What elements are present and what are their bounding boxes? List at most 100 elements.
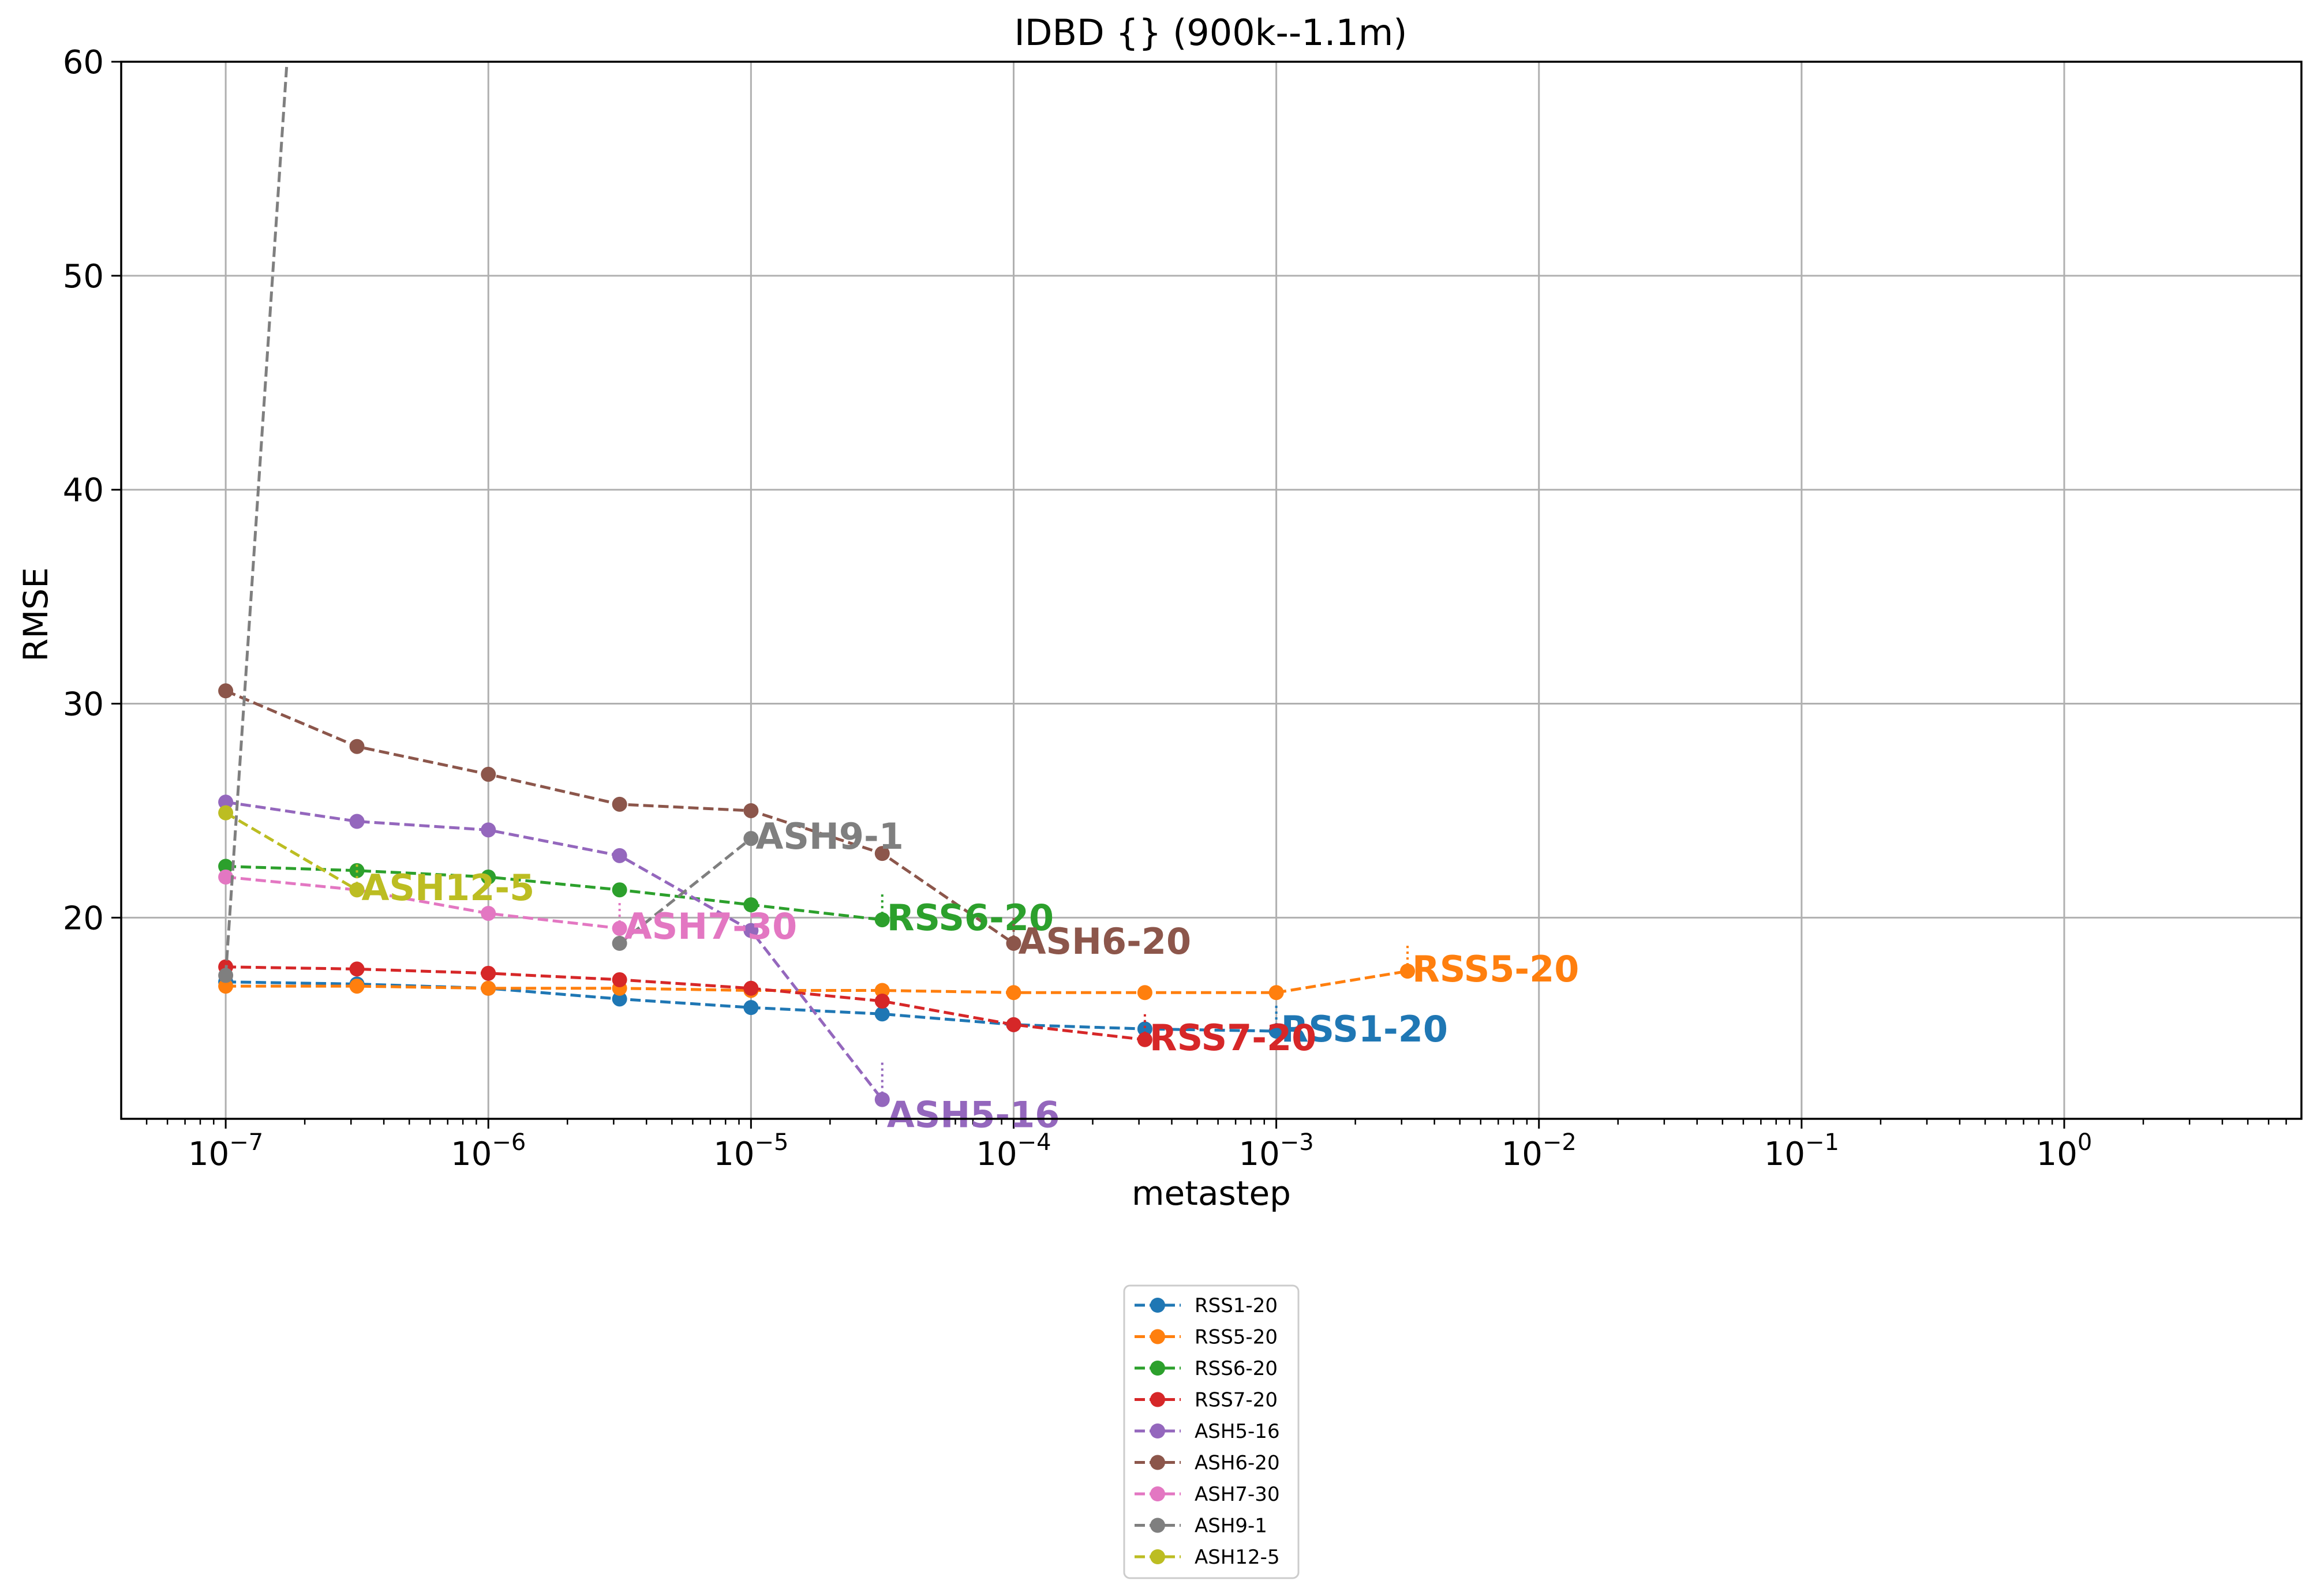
annotation-label: ASH9-1 [755, 815, 904, 857]
legend-swatch-marker [1150, 1423, 1165, 1438]
data-point [349, 979, 365, 994]
grid [121, 61, 2301, 1119]
x-tick-label: 10−6 [451, 1129, 526, 1173]
x-axis-label: metastep [1132, 1174, 1291, 1213]
data-point [481, 766, 496, 782]
data-point [1006, 985, 1021, 1001]
data-point [743, 831, 759, 846]
y-tick-label: 40 [63, 472, 104, 509]
data-point [218, 968, 234, 983]
annotation-label: RSS1-20 [1281, 1008, 1448, 1050]
data-point [743, 897, 759, 913]
y-axis-label: RMSE [16, 567, 55, 662]
legend-swatch-marker [1150, 1549, 1165, 1564]
legend-box [1123, 1284, 1300, 1579]
x-tick-label: 10−5 [713, 1129, 788, 1173]
annotation-label: RSS6-20 [887, 897, 1054, 939]
data-point [743, 980, 759, 996]
series-line [226, 864, 883, 921]
series-ash6-20 [218, 683, 1021, 951]
data-point [218, 979, 234, 994]
data-point [481, 822, 496, 838]
legend-swatch-marker [1150, 1329, 1165, 1344]
series-line [226, 965, 1146, 1041]
legend-label: ASH6-20 [1195, 1452, 1280, 1475]
data-point [874, 1006, 890, 1022]
series-line [619, 837, 752, 945]
data-point [874, 983, 890, 998]
data-point [743, 803, 759, 818]
legend-label: RSS1-20 [1195, 1294, 1278, 1317]
data-point [349, 814, 365, 829]
series-clip-group [218, 62, 1416, 1107]
series-line [226, 969, 1408, 994]
series-rss7-20 [218, 959, 1152, 1047]
data-point [1137, 1021, 1152, 1037]
legend-swatch-marker [1150, 1392, 1165, 1407]
annotations: RSS1-20 RSS5-20 RSS6-20 RSS7-20 ASH5-16 ASH6-… [355, 815, 1579, 1136]
legend-label: ASH9-1 [1195, 1515, 1267, 1538]
legend-swatch-marker [1150, 1486, 1165, 1501]
legend-label: ASH5-16 [1195, 1420, 1280, 1443]
data-point [481, 980, 496, 996]
legend-swatch-marker [1150, 1298, 1165, 1313]
data-point [218, 869, 234, 885]
legend-swatch-marker [1150, 1518, 1165, 1533]
data-point [1006, 1017, 1021, 1032]
legend: RSS1-20 RSS5-20 RSS6-20 RSS7-20 ASH5-16 ASH6-… [1123, 1284, 1300, 1579]
data-point [874, 846, 890, 861]
data-point [218, 859, 234, 874]
annotation-label: RSS5-20 [1412, 948, 1579, 990]
y-tick-label: 20 [63, 900, 104, 937]
legend-label: ASH12-5 [1195, 1546, 1280, 1569]
data-point [1268, 985, 1284, 1001]
y-axis-ticks: 20 30 40 50 60 [63, 44, 121, 937]
x-tick-label: 10−7 [188, 1129, 263, 1173]
annotation-label: ASH7-30 [624, 905, 798, 947]
legend-label: RSS7-20 [1195, 1389, 1278, 1412]
data-point [481, 965, 496, 981]
series-layer [218, 62, 1416, 1107]
data-point [349, 961, 365, 977]
data-point [218, 805, 234, 821]
y-tick-label: 30 [63, 686, 104, 724]
data-point [874, 994, 890, 1009]
data-point [612, 972, 627, 987]
annotation-label: RSS7-20 [1150, 1017, 1316, 1059]
data-point [218, 795, 234, 810]
series-line [225, 875, 620, 930]
legend-label: RSS6-20 [1195, 1357, 1278, 1380]
series-line [224, 62, 289, 976]
series-ash5-16 [218, 795, 890, 1107]
annotation-label: ASH6-20 [1018, 920, 1191, 962]
x-tick-label: 10−4 [976, 1129, 1051, 1173]
data-point [612, 991, 627, 1007]
plot-frame [120, 61, 2303, 1120]
annotation-label: ASH12-5 [362, 867, 535, 909]
data-point [743, 1000, 759, 1016]
legend-swatch-marker [1150, 1455, 1165, 1470]
x-tick-label: 10−2 [1502, 1129, 1577, 1173]
legend-label: ASH7-30 [1195, 1483, 1280, 1506]
x-tick-label: 10−1 [1764, 1129, 1839, 1173]
chart-title: IDBD {} (900k--1.1m) [1015, 12, 1408, 54]
x-tick-label: 100 [2037, 1129, 2093, 1173]
series-line [224, 811, 358, 891]
legend-label: RSS5-20 [1195, 1326, 1278, 1349]
data-point [612, 935, 627, 951]
data-point [1137, 985, 1152, 1001]
data-point [481, 905, 496, 921]
x-tick-label: 10−3 [1238, 1129, 1313, 1173]
series-line [225, 800, 884, 1101]
data-point [743, 923, 759, 938]
data-point [218, 683, 234, 699]
data-point [612, 796, 627, 812]
y-tick-label: 50 [63, 258, 104, 295]
x-axis-ticks: 10−7 10−6 10−5 10−4 10−3 10−2 10−1 100 [145, 1119, 2287, 1173]
legend-swatch-marker [1150, 1361, 1165, 1376]
y-tick-label: 60 [63, 44, 104, 81]
data-point [612, 882, 627, 898]
series-ash9-1 [218, 62, 759, 983]
data-point [481, 869, 496, 885]
